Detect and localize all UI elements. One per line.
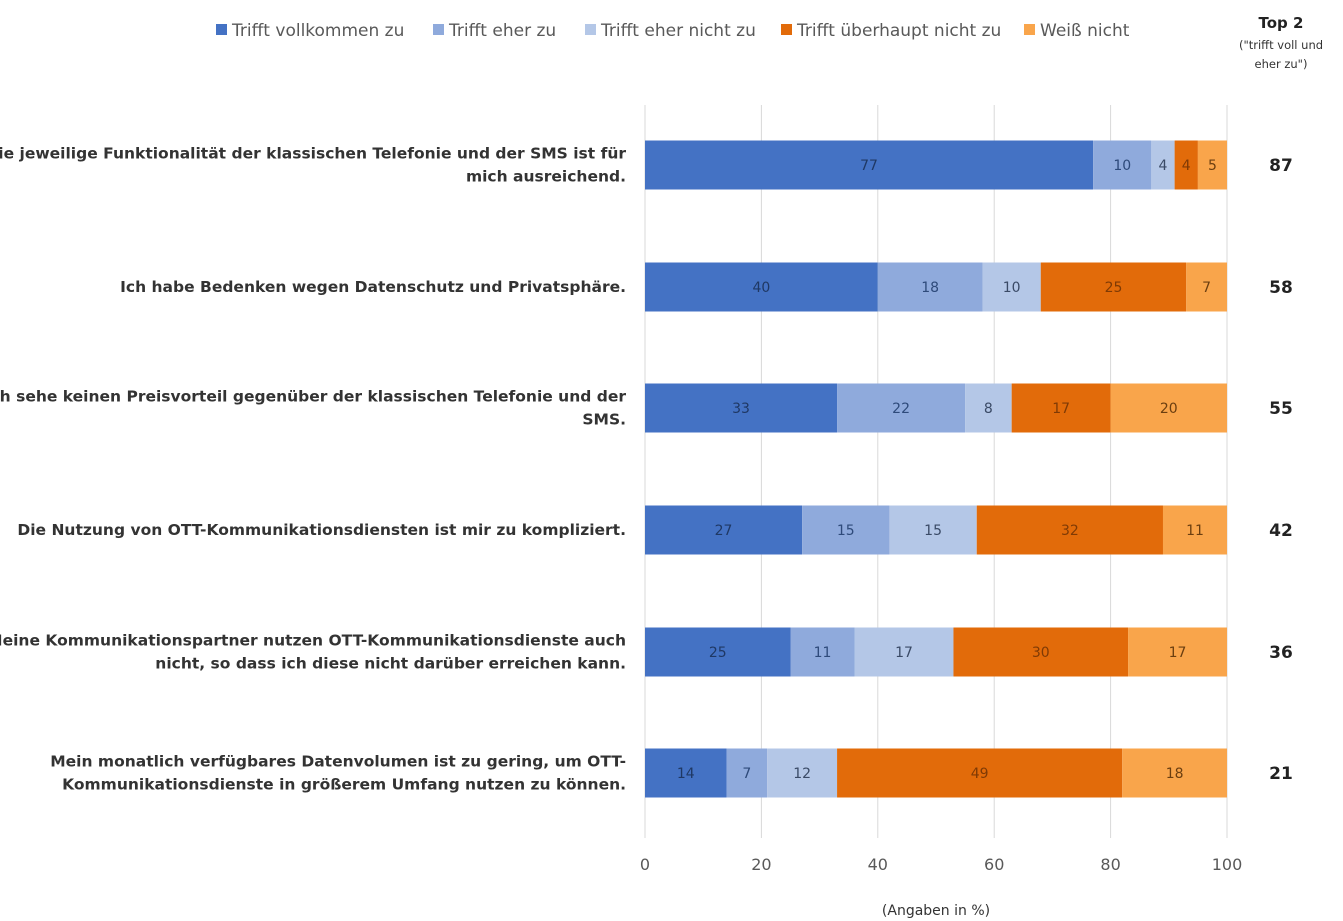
bar-segment <box>837 748 1123 798</box>
category-label: Mein monatlich verfügbares Datenvolumen … <box>50 753 626 794</box>
legend-entry: Weiß nicht <box>1040 21 1130 41</box>
data-label: 10 <box>1003 280 1021 296</box>
data-label: 25 <box>709 645 727 661</box>
data-label: 15 <box>837 523 855 539</box>
top2-value: 36 <box>1269 643 1293 663</box>
bar-segment <box>645 505 803 555</box>
top2-value: 42 <box>1269 521 1293 541</box>
legend-entry: Trifft eher nicht zu <box>600 21 756 41</box>
data-label: 4 <box>1159 158 1168 174</box>
data-label: 18 <box>1166 766 1184 782</box>
data-label: 11 <box>814 645 832 661</box>
x-tick-label: 40 <box>868 855 888 874</box>
data-label: 7 <box>742 766 751 782</box>
bar-segment <box>1174 140 1198 190</box>
bar-segment <box>1040 262 1187 312</box>
data-label: 11 <box>1186 523 1204 539</box>
x-axis-title: (Angaben in %) <box>882 903 990 919</box>
data-label: 77 <box>860 158 878 174</box>
data-label: 14 <box>677 766 695 782</box>
bar-segment <box>877 262 983 312</box>
data-label: 22 <box>892 401 910 417</box>
x-tick-label: 80 <box>1100 855 1120 874</box>
bar-segment <box>802 505 890 555</box>
data-label: 49 <box>971 766 989 782</box>
bar-segment <box>645 627 791 677</box>
labels-layer: Die jeweilige Funktionalität der klassis… <box>0 145 1217 794</box>
category-label: Die Nutzung von OTT-Kommunikationsdienst… <box>17 521 626 539</box>
bar-segment <box>645 748 727 798</box>
data-label: 8 <box>984 401 993 417</box>
bar-segment <box>1122 748 1227 798</box>
top2-subtitle: eher zu") <box>1255 57 1308 71</box>
grid-layer <box>644 105 1228 838</box>
data-label: 27 <box>715 523 733 539</box>
data-label: 18 <box>921 280 939 296</box>
top2-value: 87 <box>1269 156 1293 176</box>
data-label: 5 <box>1208 158 1217 174</box>
x-tick-label: 0 <box>640 855 650 874</box>
data-label: 17 <box>1169 645 1187 661</box>
bar-segment <box>889 505 977 555</box>
bar-segment <box>1197 140 1227 190</box>
legend-swatch <box>216 24 227 35</box>
top2-title: Top 2 <box>1259 14 1304 32</box>
legend-swatch <box>433 24 444 35</box>
bar-segment <box>1093 140 1152 190</box>
x-tick-label: 20 <box>751 855 771 874</box>
data-label: 12 <box>793 766 811 782</box>
legend-swatch <box>1024 24 1035 35</box>
bar-segment <box>1128 627 1227 677</box>
bar-segment <box>726 748 768 798</box>
bar-segment <box>953 627 1129 677</box>
x-tick-label: 60 <box>984 855 1004 874</box>
category-label: Meine Kommunikationspartner nutzen OTT-K… <box>0 632 626 673</box>
bar-segment <box>982 262 1041 312</box>
category-label: Die jeweilige Funktionalität der klassis… <box>0 145 626 186</box>
bar-segment <box>1011 383 1111 433</box>
bar-segment <box>837 383 966 433</box>
bar-segment <box>790 627 855 677</box>
data-label: 17 <box>1052 401 1070 417</box>
data-label: 10 <box>1113 158 1131 174</box>
top2-value: 21 <box>1269 764 1293 784</box>
bar-segment <box>767 748 838 798</box>
bar-segment <box>1186 262 1227 312</box>
category-label: Ich sehe keinen Preisvorteil gegenüber d… <box>0 388 626 429</box>
legend-entry: Trifft vollkommen zu <box>231 21 404 41</box>
data-label: 32 <box>1061 523 1079 539</box>
bar-segment <box>976 505 1163 555</box>
top2-column: Top 2 ("trifft voll und eher zu") 87 58 55 42 3… <box>1239 14 1323 784</box>
bar-segment <box>1151 140 1175 190</box>
data-label: 4 <box>1182 158 1191 174</box>
data-label: 33 <box>732 401 750 417</box>
bar-segment <box>1162 505 1227 555</box>
top2-value: 55 <box>1269 399 1293 419</box>
bar-segment <box>645 383 838 433</box>
bar-segment <box>965 383 1012 433</box>
x-axis: 0 20 40 60 80 100 (Angaben in %) <box>640 855 1242 919</box>
legend: Trifft vollkommen zu Trifft eher zu Trifft… <box>216 21 1130 41</box>
data-label: 17 <box>895 645 913 661</box>
data-label: 30 <box>1032 645 1050 661</box>
data-label: 7 <box>1202 280 1211 296</box>
bars-layer <box>645 140 1227 798</box>
bar-segment <box>645 140 1094 190</box>
data-label: 25 <box>1105 280 1123 296</box>
data-label: 40 <box>752 280 770 296</box>
legend-swatch <box>781 24 792 35</box>
top2-value: 58 <box>1269 278 1293 298</box>
data-label: 15 <box>924 523 942 539</box>
top2-subtitle: ("trifft voll und <box>1239 38 1323 52</box>
bar-segment <box>1110 383 1227 433</box>
legend-swatch <box>585 24 596 35</box>
legend-entry: Trifft überhaupt nicht zu <box>796 21 1001 41</box>
bar-segment <box>645 262 878 312</box>
data-label: 20 <box>1160 401 1178 417</box>
x-tick-label: 100 <box>1212 855 1243 874</box>
bar-segment <box>854 627 954 677</box>
legend-entry: Trifft eher zu <box>448 21 556 41</box>
category-label: Ich habe Bedenken wegen Datenschutz und … <box>120 278 626 296</box>
